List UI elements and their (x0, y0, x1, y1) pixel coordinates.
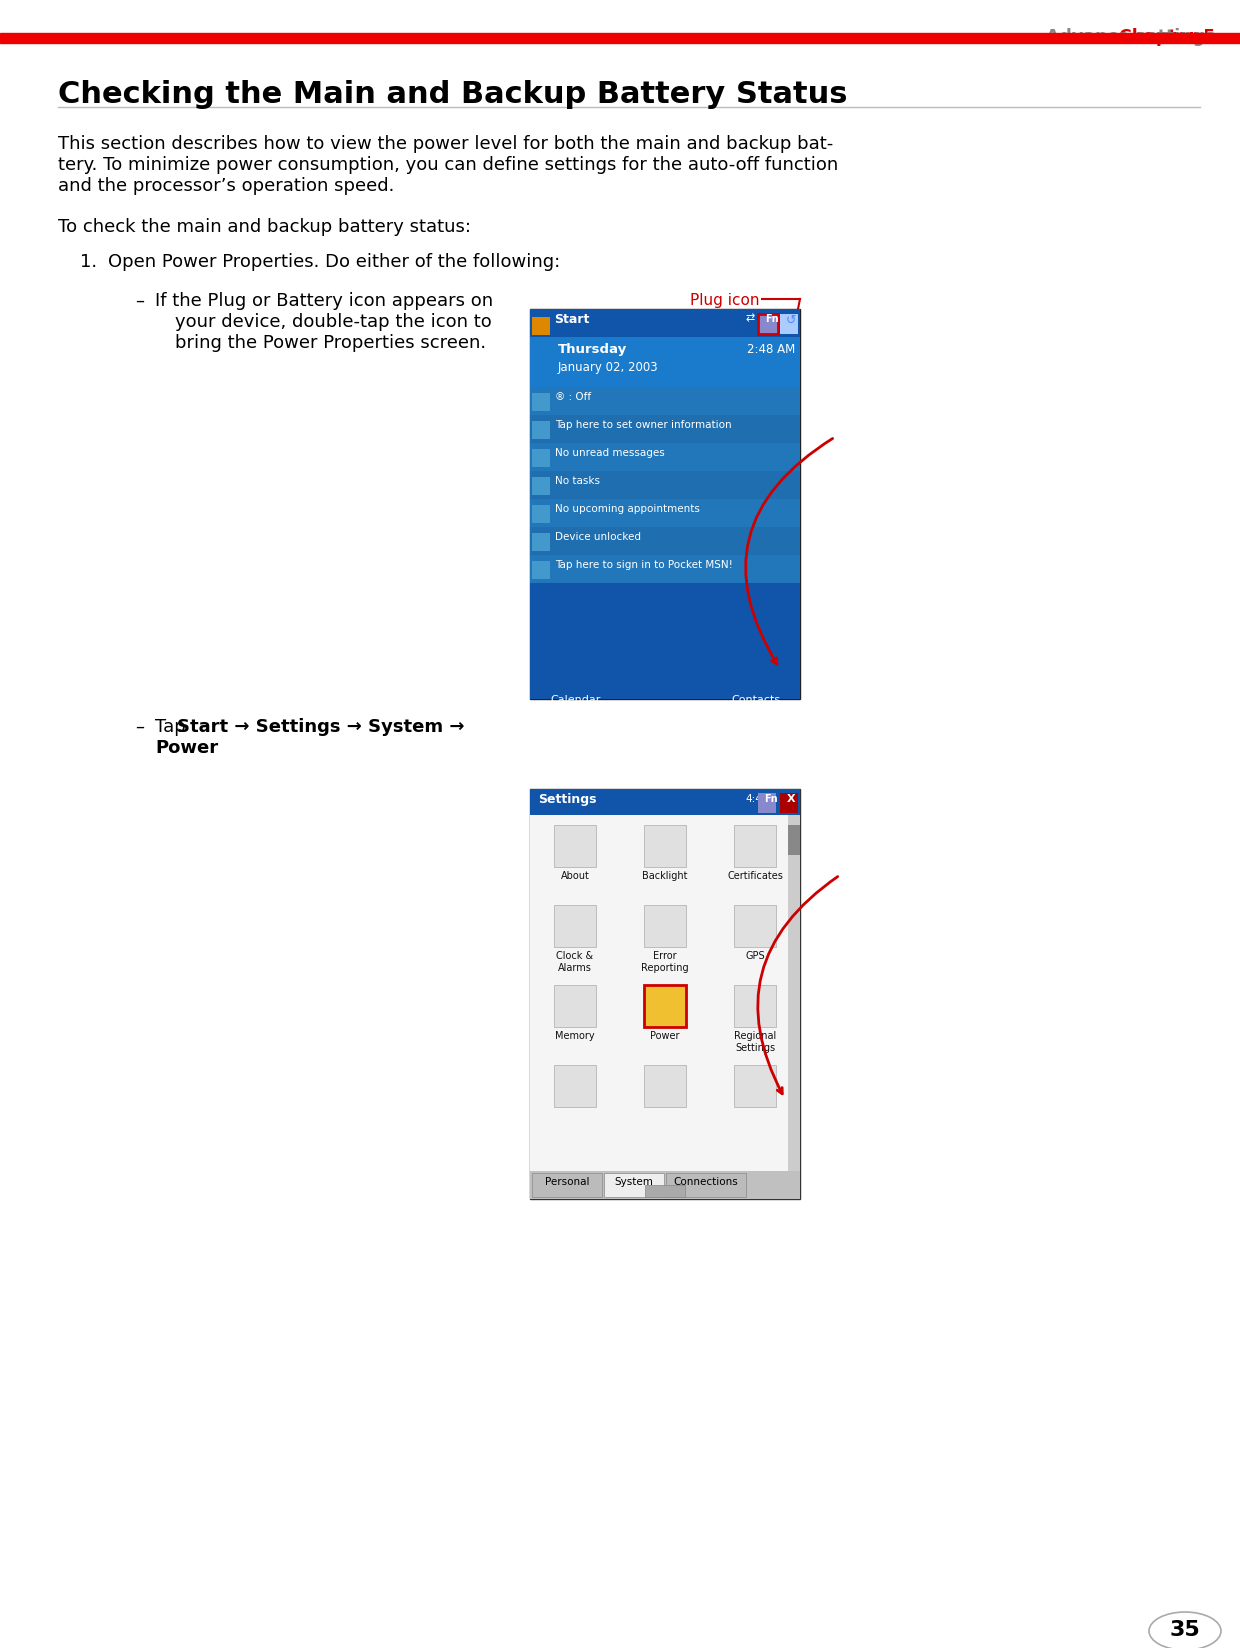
Text: Settings: Settings (538, 793, 596, 806)
Text: Power: Power (155, 738, 218, 756)
Bar (554, 826, 596, 867)
Text: This section describes how to view the power level for both the main and backup : This section describes how to view the p… (58, 135, 833, 153)
Bar (758, 794, 776, 814)
Text: –: – (135, 292, 144, 310)
Text: Fn: Fn (764, 794, 777, 804)
Bar (666, 1173, 746, 1198)
Bar (529, 310, 800, 338)
Bar (780, 794, 799, 814)
Text: No tasks: No tasks (556, 476, 600, 486)
Bar (0, 35, 1240, 44)
Bar (532, 394, 551, 412)
Text: Regional
Settings: Regional Settings (734, 1030, 776, 1051)
Text: Tap here to set owner information: Tap here to set owner information (556, 420, 732, 430)
Text: Contacts: Contacts (730, 694, 780, 705)
Bar (529, 789, 800, 1200)
Text: Thursday: Thursday (558, 343, 627, 356)
Text: Plug icon: Plug icon (689, 293, 759, 308)
Bar (645, 1185, 684, 1198)
Bar (529, 387, 800, 415)
Bar (787, 826, 800, 855)
Text: No upcoming appointments: No upcoming appointments (556, 504, 699, 514)
Bar (532, 422, 551, 440)
Text: your device, double-tap the icon to: your device, double-tap the icon to (175, 313, 492, 331)
Text: No unread messages: No unread messages (556, 448, 665, 458)
Text: Memory: Memory (556, 1030, 595, 1040)
Text: –: – (135, 717, 144, 735)
Text: About: About (560, 870, 589, 880)
Text: 1.: 1. (81, 252, 97, 270)
Text: If the Plug or Battery icon appears on: If the Plug or Battery icon appears on (155, 292, 494, 310)
Text: Tap here to sign in to Pocket MSN!: Tap here to sign in to Pocket MSN! (556, 560, 733, 570)
Bar (734, 826, 776, 867)
Text: Chapter 5: Chapter 5 (1118, 28, 1215, 46)
Bar (734, 986, 776, 1027)
Bar (529, 1172, 800, 1200)
Bar (532, 534, 551, 552)
Bar (604, 1173, 663, 1198)
Text: ↺: ↺ (786, 313, 796, 326)
Bar (529, 310, 800, 699)
Text: System: System (615, 1177, 653, 1187)
Text: Backlight: Backlight (642, 870, 688, 880)
Bar (532, 506, 551, 524)
Text: 35: 35 (1169, 1618, 1200, 1640)
Ellipse shape (1149, 1612, 1221, 1648)
Text: Advance settings: Advance settings (986, 28, 1215, 46)
Bar (529, 583, 800, 699)
Text: Device unlocked: Device unlocked (556, 532, 641, 542)
Bar (532, 478, 551, 496)
Bar (532, 562, 551, 580)
Bar (529, 816, 800, 1172)
Bar (529, 338, 800, 387)
Text: ⇄: ⇄ (745, 313, 754, 323)
Text: tery. To minimize power consumption, you can define settings for the auto-off fu: tery. To minimize power consumption, you… (58, 157, 838, 175)
Bar (644, 826, 686, 867)
Bar (554, 986, 596, 1027)
Bar (554, 905, 596, 948)
Bar (644, 1065, 686, 1107)
Text: bring the Power Properties screen.: bring the Power Properties screen. (175, 335, 486, 351)
Text: Fn: Fn (765, 313, 779, 323)
Bar (644, 905, 686, 948)
Text: January 02, 2003: January 02, 2003 (558, 361, 658, 374)
Bar (529, 555, 800, 583)
Bar (734, 905, 776, 948)
Text: Personal: Personal (544, 1177, 589, 1187)
Text: Certificates: Certificates (727, 870, 782, 880)
Text: Open Power Properties. Do either of the following:: Open Power Properties. Do either of the … (108, 252, 560, 270)
Bar (532, 450, 551, 468)
Text: Tap: Tap (155, 717, 191, 735)
Bar (532, 318, 551, 336)
Bar (532, 1173, 601, 1198)
Bar (554, 1065, 596, 1107)
Text: GPS: GPS (745, 951, 765, 961)
Bar (644, 986, 686, 1027)
Text: Start: Start (554, 313, 589, 326)
Bar (529, 471, 800, 499)
Text: Calendar: Calendar (551, 694, 600, 705)
Text: Error
Reporting: Error Reporting (641, 951, 688, 972)
Bar (758, 315, 777, 335)
Text: To check the main and backup battery status:: To check the main and backup battery sta… (58, 218, 471, 236)
Bar (529, 415, 800, 443)
Text: .: . (201, 738, 207, 756)
Bar (529, 443, 800, 471)
Bar (780, 315, 799, 335)
Text: 2:48 AM: 2:48 AM (746, 343, 795, 356)
Text: Start → Settings → System →: Start → Settings → System → (177, 717, 465, 735)
Bar (529, 527, 800, 555)
Text: Connections: Connections (673, 1177, 738, 1187)
Bar (529, 499, 800, 527)
Bar (787, 816, 800, 1172)
Text: X: X (787, 794, 796, 804)
Text: Clock &
Alarms: Clock & Alarms (557, 951, 594, 972)
Text: Checking the Main and Backup Battery Status: Checking the Main and Backup Battery Sta… (58, 81, 847, 109)
Bar (529, 789, 800, 816)
Bar (734, 1065, 776, 1107)
Text: Power: Power (650, 1030, 680, 1040)
Text: 4:45: 4:45 (745, 794, 769, 804)
Text: ® : Off: ® : Off (556, 392, 591, 402)
Text: and the processor’s operation speed.: and the processor’s operation speed. (58, 176, 394, 194)
